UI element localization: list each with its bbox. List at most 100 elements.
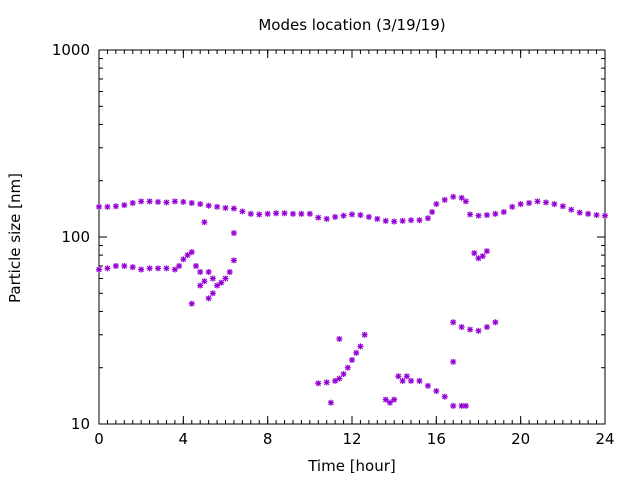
data-point [201,278,208,285]
data-point [403,373,410,380]
data-point [386,399,393,406]
chart-title: Modes location (3/19/19) [258,16,445,34]
data-point [171,198,178,205]
data-point [450,358,457,365]
data-point [336,375,343,382]
data-point [222,204,229,211]
axis-ticks: 0 4 8 12 16 20 24 10 100 1000 [52,41,615,448]
data-point [138,198,145,205]
data-point [433,201,440,208]
x-axis-label: Time [hour] [307,457,396,475]
data-point [441,393,448,400]
data-point [155,265,162,272]
data-points [96,193,608,409]
data-point [349,211,355,218]
data-point [408,217,415,224]
x-tick-label: 20 [511,430,530,448]
data-point [416,217,423,224]
data-point [298,210,305,217]
data-point [205,295,212,302]
data-point [315,380,322,387]
data-point [602,212,608,219]
data-point [96,203,102,210]
data-point [239,208,246,215]
data-point [462,402,469,409]
data-point [340,371,347,378]
data-point [264,210,271,217]
data-point [559,203,566,210]
data-point [222,275,229,282]
x-tick-label: 12 [342,430,361,448]
data-point [188,300,195,307]
data-point [467,326,474,333]
data-point [197,268,204,275]
data-point [391,218,398,225]
data-point [467,211,474,218]
data-point [226,268,233,275]
data-point [542,199,549,206]
data-point [332,213,339,220]
data-point [483,248,490,255]
data-point [230,230,237,237]
data-point [129,264,136,271]
data-point [492,210,499,217]
data-point [357,212,364,219]
data-point [593,212,600,219]
plot-frame [98,49,606,425]
data-point [327,399,334,406]
data-point [450,319,457,326]
data-point [96,266,102,273]
data-point [155,198,162,205]
data-point [205,268,212,275]
data-point [146,198,153,205]
data-point [441,196,448,203]
data-point [336,335,343,342]
data-point [180,198,187,205]
data-point [197,282,204,289]
data-point [230,205,237,212]
data-point [192,262,199,269]
data-point [138,266,145,273]
data-point [382,217,389,224]
data-point [230,257,237,264]
data-point [171,266,178,273]
data-point [551,201,558,208]
data-point [323,215,330,222]
data-point [475,327,482,334]
data-point [509,203,516,210]
data-point [526,199,533,206]
data-point [315,214,322,221]
data-point [433,388,440,395]
data-point [483,324,490,331]
data-point [247,210,254,217]
data-point [429,209,436,216]
data-point [281,210,288,217]
data-point [458,194,465,201]
x-tick-label: 8 [263,430,273,448]
data-point [585,210,592,217]
data-point [163,265,170,272]
data-point [121,202,128,209]
data-point [197,201,204,208]
data-point [209,275,216,282]
data-point [424,215,431,222]
data-point [500,209,507,216]
y-tick-label: 1000 [52,41,90,59]
x-tick-label: 16 [427,430,446,448]
data-point [218,279,225,286]
data-point [416,377,423,384]
data-point [129,199,136,206]
data-point [450,193,457,200]
data-point [323,379,330,386]
data-point [458,324,465,331]
data-point [209,290,216,297]
data-point [462,198,469,205]
data-point [214,203,221,210]
data-point [112,262,119,269]
y-axis-label: Particle size [nm] [6,173,24,303]
data-point [180,256,187,263]
data-point [483,212,490,219]
x-tick-label: 4 [179,430,189,448]
y-tick-label: 100 [61,228,90,246]
